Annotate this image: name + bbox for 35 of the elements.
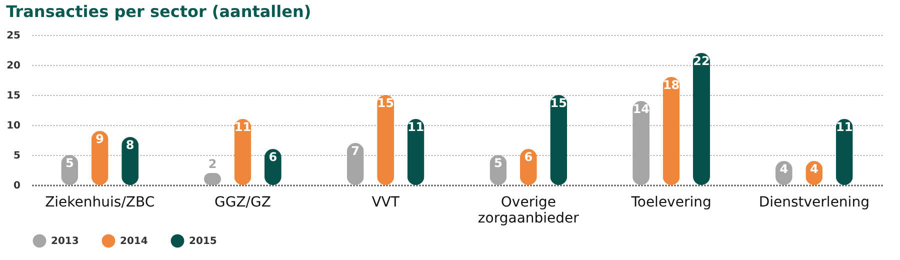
data-label: 5 [65,156,74,170]
data-label: 22 [693,54,710,68]
data-label: 14 [632,102,650,116]
data-label: 4 [780,162,788,176]
x-tick-label: VVT [372,194,400,210]
y-tick-label: 5 [14,150,21,162]
data-label: 8 [126,138,134,152]
data-label: 9 [96,132,104,146]
legend-label: 2015 [189,236,217,247]
bar [693,53,710,185]
y-tick-label: 0 [14,180,21,192]
data-label: 6 [268,150,278,164]
data-label: 6 [524,150,533,164]
legend-label: 2014 [120,236,148,247]
y-tick-label: 20 [6,60,21,72]
data-label: 15 [377,96,394,110]
legend-label: 2013 [51,236,79,247]
x-tick-label: GGZ/GZ [214,194,271,210]
data-label: 15 [550,96,567,110]
data-label: 5 [494,156,502,170]
x-tick-label: Ziekenhuis/ZBC [45,194,155,210]
data-label: 11 [836,120,853,134]
y-tick-label: 25 [6,30,21,42]
data-label: 7 [351,144,360,158]
x-tick-label: Overige zorgaanbieder [478,194,580,226]
y-tick-label: 15 [6,90,21,102]
chart-title: Transacties per sector (aantallen) [6,2,312,21]
data-label: 2 [208,157,217,171]
x-tick-label: Dienstverlening [758,194,870,210]
data-label: 11 [234,120,252,134]
x-tick-label: Toelevering [630,194,712,210]
data-label: 18 [662,78,680,92]
data-label: 11 [407,120,424,134]
data-label: 4 [810,162,818,176]
y-tick-label: 10 [6,120,21,132]
